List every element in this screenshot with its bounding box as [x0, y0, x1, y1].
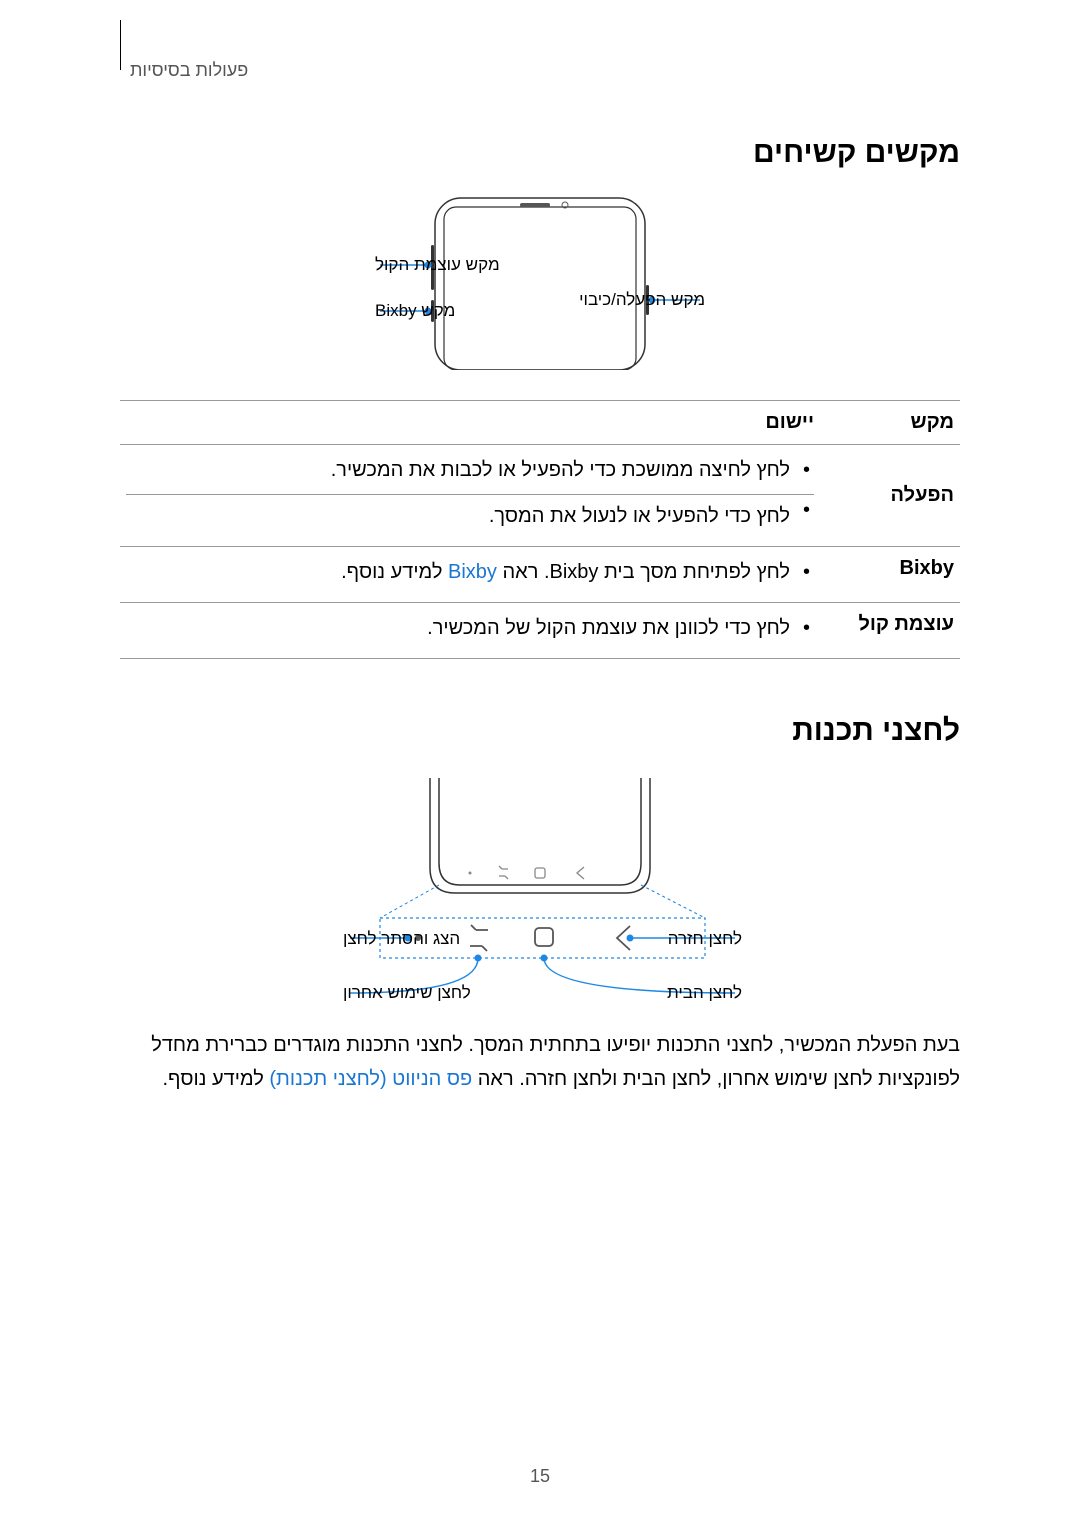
section-hard-keys-title: מקשים קשיחים [120, 136, 960, 170]
table-header-app: יישום [120, 401, 820, 445]
label-home-button: לחצן הבית [667, 983, 742, 1002]
row-volume-label: עוצמת קול [820, 603, 960, 659]
row-power-item-1: לחץ כדי להפעיל או לנעול את המסך. [126, 494, 814, 536]
row-bixby-item: לחץ לפתיחת מסך בית Bixby. ראה Bixby למיד… [126, 557, 814, 592]
phone-hard-keys-diagram: מקש עוצמת הקול מקש Bixby מקש הפעלה/כיבוי [120, 190, 960, 370]
phone-soft-keys-diagram: לחצן חזרה לחצן הבית הצג והסתר לחצן לחצן … [120, 778, 960, 1008]
label-volume-key: מקש עוצמת הקול [375, 255, 500, 274]
soft-keys-description: בעת הפעלת המכשיר, לחצני התכנות יופיעו בת… [120, 1028, 960, 1096]
section-soft-keys-title: לחצני תכנות [120, 714, 960, 748]
breadcrumb: פעולות בסיסיות [120, 60, 960, 81]
body-text-suffix: למידע נוסף. [163, 1068, 270, 1090]
label-power-key: מקש הפעלה/כיבוי [579, 290, 705, 309]
nav-bar-link[interactable]: פס הניווט (לחצני תכנות) [269, 1068, 472, 1090]
row-volume-item: לחץ כדי לכוונן את עוצמת הקול של המכשיר. [126, 613, 814, 648]
row-power-item-0: לחץ לחיצה ממושכת כדי להפעיל או לכבות את … [126, 455, 814, 490]
label-recent-button: לחצן שימוש אחרון [343, 983, 471, 1002]
table-row: הפעלה לחץ לחיצה ממושכת כדי להפעיל או לכב… [120, 445, 960, 547]
page-number: 15 [0, 1466, 1080, 1487]
table-row: עוצמת קול לחץ כדי לכוונן את עוצמת הקול ש… [120, 603, 960, 659]
label-back-button: לחצן חזרה [668, 929, 742, 948]
row-power-label: הפעלה [820, 445, 960, 547]
table-header-key: מקש [820, 401, 960, 445]
row-bixby-label: Bixby [820, 547, 960, 603]
label-toggle-button: הצג והסתר לחצן [343, 929, 460, 948]
table-row: Bixby לחץ לפתיחת מסך בית Bixby. ראה Bixb… [120, 547, 960, 603]
keys-table: מקש יישום הפעלה לחץ לחיצה ממושכת כדי להפ… [120, 400, 960, 659]
label-bixby-key: מקש Bixby [375, 301, 455, 320]
